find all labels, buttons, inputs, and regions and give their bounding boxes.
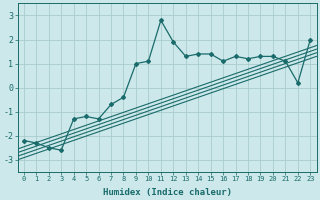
X-axis label: Humidex (Indice chaleur): Humidex (Indice chaleur)	[103, 188, 232, 197]
